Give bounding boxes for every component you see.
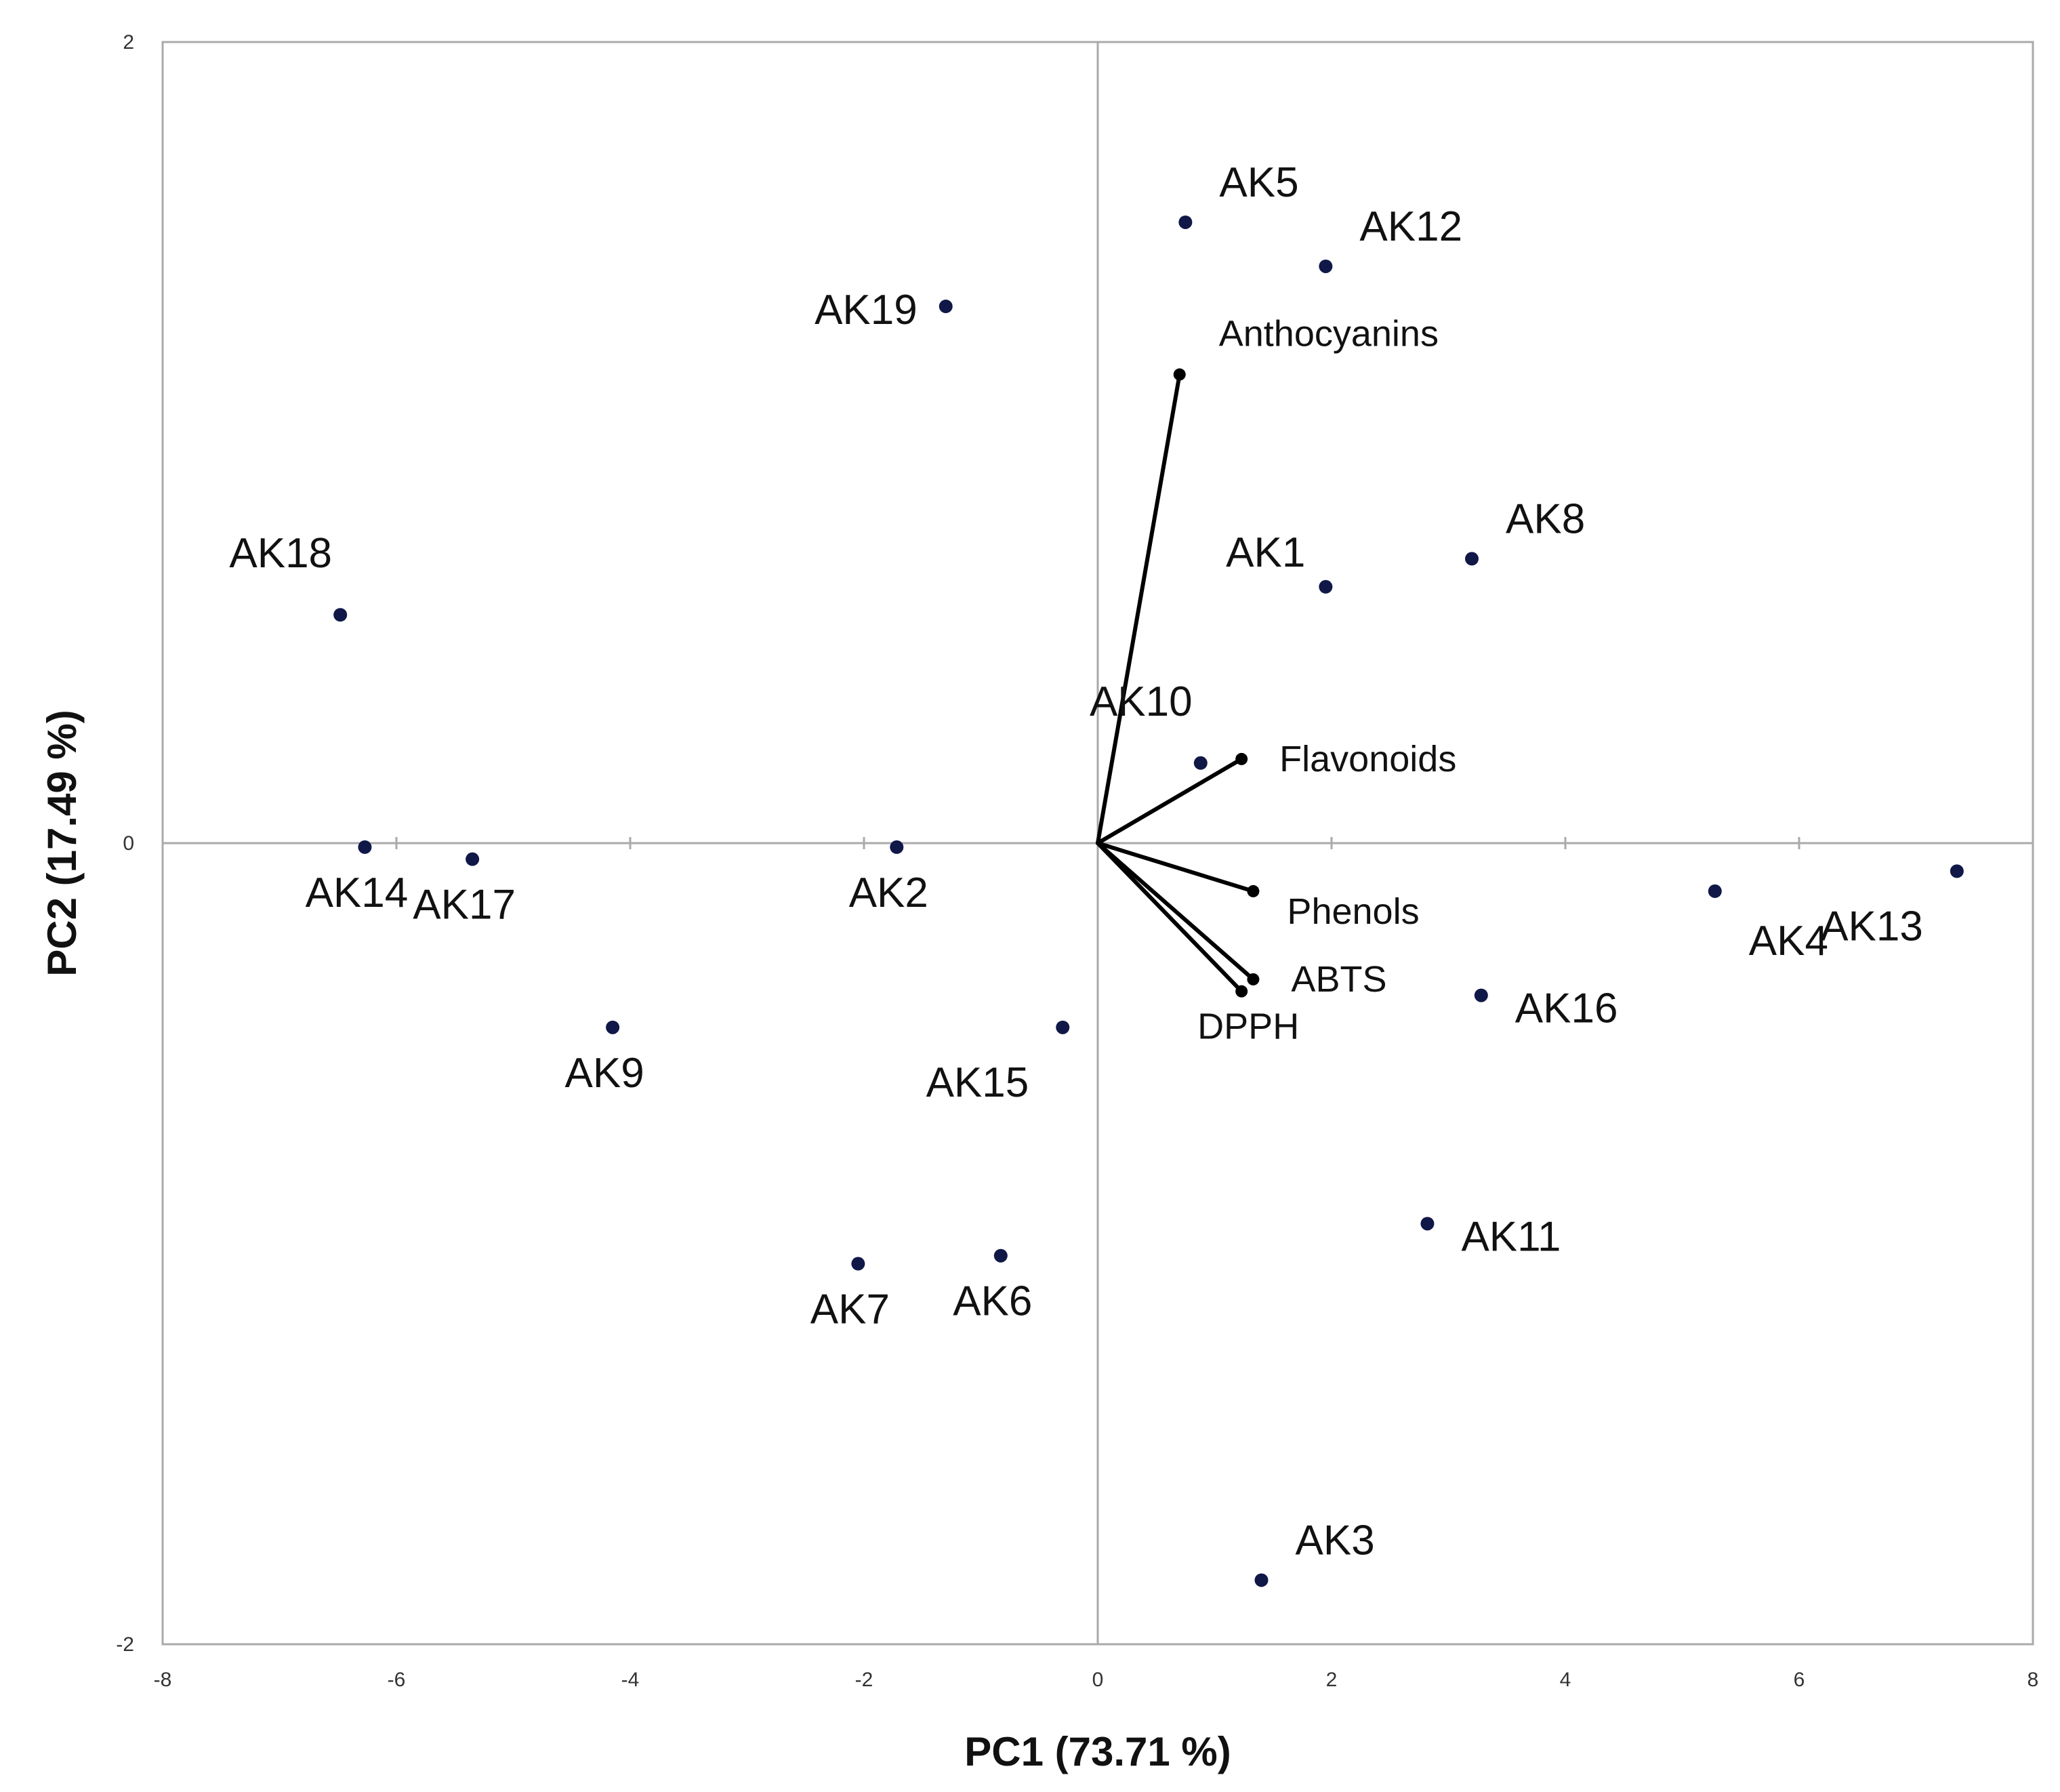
score-point <box>1319 579 1333 594</box>
loading-vector-line <box>1096 841 1244 994</box>
score-point-label: AK1 <box>1226 529 1305 576</box>
loading-vector-line <box>1096 372 1182 845</box>
score-point-label: AK4 <box>1749 918 1828 964</box>
x-tick-label: 2 <box>1326 1669 1338 1691</box>
score-point <box>466 852 480 866</box>
x-tick-label: 4 <box>1560 1669 1571 1691</box>
score-point-label: AK12 <box>1359 203 1462 250</box>
y-axis-title: PC2 (17.49 %) <box>39 710 85 977</box>
y-tick-label: -2 <box>116 1633 134 1656</box>
y-tick-label: 2 <box>123 31 134 54</box>
loading-vectors: Anthocyanins Flavonoids Phenols ABTS DPPH <box>1096 314 1456 1047</box>
score-point-label: AK6 <box>953 1278 1032 1325</box>
score-point <box>851 1257 865 1271</box>
loading-vector-tip <box>1247 973 1260 985</box>
score-point-label: AK7 <box>810 1286 890 1333</box>
score-point-label: AK5 <box>1219 159 1298 206</box>
score-point-label: AK8 <box>1506 495 1585 542</box>
loading-vector-line <box>1096 841 1256 893</box>
loading-vector-label: Flavonoids <box>1279 739 1456 779</box>
score-point-label: AK11 <box>1461 1213 1561 1260</box>
x-tick-label: 8 <box>2027 1669 2039 1691</box>
x-tick-label: 6 <box>1794 1669 1805 1691</box>
score-point-label: AK13 <box>1820 903 1923 950</box>
score-point-label: AK2 <box>849 870 928 916</box>
score-point-label: AK18 <box>229 530 332 577</box>
score-point <box>1950 864 1964 878</box>
score-point <box>1254 1573 1269 1587</box>
loading-vector-line <box>1096 841 1256 981</box>
loading-vector-label: Phenols <box>1287 891 1419 932</box>
score-point-label: AK16 <box>1515 985 1618 1032</box>
x-tick-label: -8 <box>154 1669 172 1691</box>
loading-vector-line <box>1096 756 1244 845</box>
loading-vector-label: Anthocyanins <box>1219 314 1439 354</box>
x-tick-label: -4 <box>621 1669 640 1691</box>
score-point <box>1178 215 1193 229</box>
y-axis-ticks: 2 0 -2 <box>116 31 134 1656</box>
score-points: AK1 AK2 AK3 AK4 AK5 AK6 AK7 AK8 AK9 AK10 AK11 AK12 A… <box>229 159 1964 1587</box>
score-point <box>1420 1217 1435 1231</box>
score-point <box>606 1020 620 1034</box>
score-point-label: AK17 <box>413 882 516 929</box>
score-point <box>993 1248 1008 1263</box>
x-tick-label: 0 <box>1092 1669 1104 1691</box>
score-point <box>333 608 348 622</box>
score-point <box>1193 756 1208 770</box>
y-tick-label: 0 <box>123 832 134 855</box>
x-axis-title: PC1 (73.71 %) <box>964 1729 1231 1774</box>
score-point-label: AK10 <box>1090 678 1193 725</box>
score-point <box>1319 259 1333 273</box>
score-point-label: AK19 <box>815 287 918 333</box>
loading-vector-tip <box>1173 368 1186 381</box>
score-point <box>1708 884 1722 898</box>
loading-vector-tip <box>1235 985 1248 998</box>
score-point <box>1056 1020 1070 1034</box>
score-point-label: AK15 <box>926 1059 1029 1106</box>
x-tick-label: -2 <box>855 1669 873 1691</box>
score-point <box>939 300 953 314</box>
score-point-label: AK14 <box>306 870 409 916</box>
score-point-label: AK3 <box>1296 1517 1375 1564</box>
score-point-label: AK9 <box>565 1050 644 1097</box>
x-tick-label: -6 <box>388 1669 406 1691</box>
score-point <box>1465 552 1479 566</box>
loading-vector-tip <box>1247 884 1260 897</box>
loading-vector-label: DPPH <box>1197 1006 1299 1047</box>
loading-vector-tip <box>1235 752 1248 765</box>
score-point <box>358 840 372 854</box>
loading-vector-label: ABTS <box>1291 959 1386 1000</box>
score-point <box>890 840 904 854</box>
score-point <box>1474 988 1488 1002</box>
